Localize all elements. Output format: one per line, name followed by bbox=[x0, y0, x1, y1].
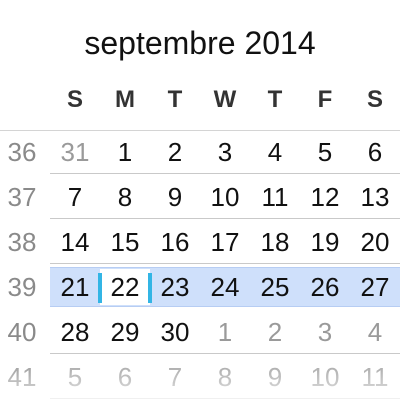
day-cell[interactable]: 20 bbox=[360, 227, 390, 257]
day-cell[interactable]: 27 bbox=[360, 272, 390, 302]
month-title: septembre 2014 bbox=[84, 25, 316, 61]
day-cell[interactable]: 9 bbox=[167, 182, 183, 212]
grid-divider bbox=[50, 263, 400, 264]
weekday-label: T bbox=[167, 86, 183, 113]
day-cell[interactable]: 15 bbox=[110, 227, 140, 257]
grid-divider bbox=[50, 173, 400, 174]
day-cell-other-month[interactable]: 6 bbox=[117, 362, 133, 392]
day-cell-other-month[interactable]: 2 bbox=[267, 317, 283, 347]
day-cell[interactable]: 16 bbox=[160, 227, 190, 257]
day-cell[interactable]: 26 bbox=[310, 272, 340, 302]
day-cell[interactable]: 24 bbox=[210, 272, 240, 302]
day-cell-other-month[interactable]: 9 bbox=[267, 362, 283, 392]
day-cell[interactable]: 21 bbox=[60, 272, 90, 302]
week-row[interactable]: 36 31 1 2 3 4 5 6 bbox=[0, 130, 400, 174]
day-cell[interactable]: 13 bbox=[360, 182, 390, 212]
day-cell[interactable]: 19 bbox=[310, 227, 340, 257]
day-cell[interactable]: 7 bbox=[67, 182, 83, 212]
week-row[interactable]: 38 14 15 16 17 18 19 20 bbox=[0, 220, 400, 264]
grid-divider bbox=[50, 353, 400, 354]
day-cell-other-month[interactable]: 4 bbox=[367, 317, 383, 347]
day-cell-other-month[interactable]: 3 bbox=[317, 317, 333, 347]
day-cell[interactable]: 17 bbox=[210, 227, 240, 257]
today-marker-right bbox=[148, 273, 152, 303]
day-cell[interactable]: 12 bbox=[310, 182, 340, 212]
day-cell[interactable]: 30 bbox=[160, 317, 190, 347]
weekday-label: S bbox=[66, 86, 83, 113]
day-cell[interactable]: 11 bbox=[261, 182, 289, 212]
grid-divider bbox=[0, 130, 400, 131]
week-row[interactable]: 41 5 6 7 8 9 10 11 bbox=[0, 355, 400, 399]
grid-divider bbox=[50, 218, 400, 219]
day-cell[interactable]: 5 bbox=[317, 137, 333, 167]
week-number: 40 bbox=[7, 317, 37, 347]
day-cell[interactable]: 23 bbox=[160, 272, 190, 302]
week-number: 41 bbox=[7, 362, 37, 392]
weekday-header: S M T W T F S bbox=[50, 84, 400, 116]
day-cell[interactable]: 6 bbox=[367, 137, 383, 167]
day-cell-other-month[interactable]: 10 bbox=[310, 362, 340, 392]
week-number: 38 bbox=[7, 227, 37, 257]
day-cell[interactable]: 8 bbox=[117, 182, 133, 212]
day-cell[interactable]: 14 bbox=[60, 227, 90, 257]
week-row[interactable]: 39 21 22 23 24 25 26 27 bbox=[0, 265, 400, 309]
day-cell[interactable]: 2 bbox=[167, 137, 183, 167]
weekday-label: F bbox=[317, 86, 333, 113]
weekday-label: S bbox=[366, 86, 383, 113]
day-cell[interactable]: 10 bbox=[210, 182, 240, 212]
week-number: 36 bbox=[7, 137, 37, 167]
weekday-label: T bbox=[267, 86, 283, 113]
day-cell[interactable]: 28 bbox=[60, 317, 90, 347]
grid-divider bbox=[50, 398, 400, 399]
day-cell-other-month[interactable]: 1 bbox=[217, 317, 233, 347]
day-cell-other-month[interactable]: 8 bbox=[217, 362, 233, 392]
day-cell-today[interactable]: 22 bbox=[100, 269, 150, 305]
day-cell[interactable]: 18 bbox=[260, 227, 290, 257]
day-cell-other-month[interactable]: 11 bbox=[361, 362, 389, 392]
day-cell-other-month[interactable]: 5 bbox=[67, 362, 83, 392]
week-row[interactable]: 40 28 29 30 1 2 3 4 bbox=[0, 310, 400, 354]
weekday-label: W bbox=[213, 86, 237, 113]
week-row[interactable]: 37 7 8 9 10 11 12 13 bbox=[0, 175, 400, 219]
weekday-label: M bbox=[115, 86, 135, 113]
day-cell[interactable]: 1 bbox=[117, 137, 133, 167]
week-number: 39 bbox=[7, 272, 37, 302]
day-cell-other-month[interactable]: 31 bbox=[60, 137, 90, 167]
day-cell[interactable]: 4 bbox=[267, 137, 283, 167]
day-cell[interactable]: 29 bbox=[110, 317, 140, 347]
week-number: 37 bbox=[7, 182, 37, 212]
day-cell[interactable]: 3 bbox=[217, 137, 233, 167]
today-marker-left bbox=[98, 273, 102, 303]
day-cell-other-month[interactable]: 7 bbox=[167, 362, 183, 392]
day-cell[interactable]: 25 bbox=[260, 272, 290, 302]
